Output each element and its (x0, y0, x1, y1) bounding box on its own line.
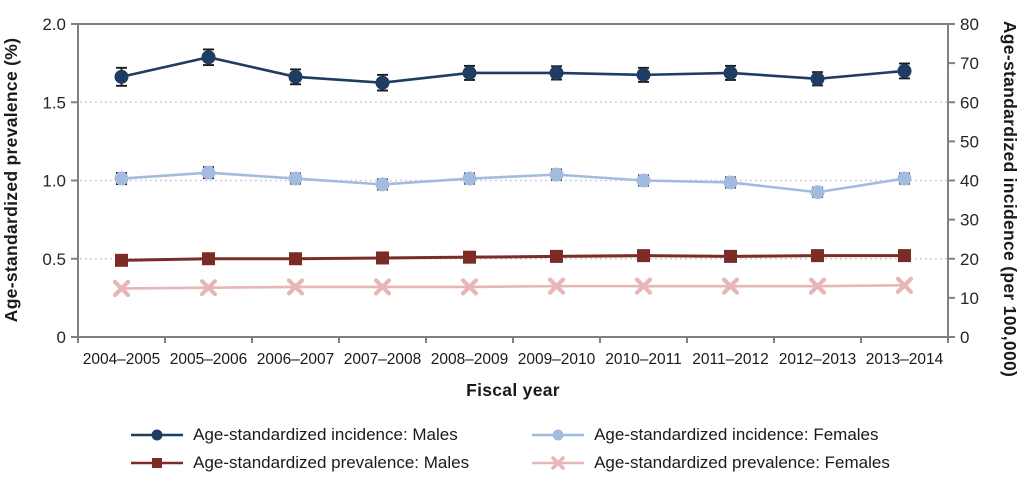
data-point (199, 279, 218, 297)
data-point (462, 65, 477, 80)
series-age-standardized-prevalence-males (115, 249, 911, 267)
series-line (121, 254, 905, 262)
chart-canvas: Age-standardized prevalence (%) Age-stan… (1, 15, 1020, 400)
y-axis-title-right: Age-standardized incidence (per 100,000) (1000, 21, 1020, 377)
x-axis-category-label: 2012–2013 (779, 351, 857, 368)
x-axis-category-label: 2006–2007 (257, 351, 335, 368)
right-axis-tick-label: 20 (960, 250, 979, 269)
data-point (637, 249, 650, 263)
data-point (463, 250, 476, 264)
data-point (636, 173, 651, 188)
legend-marker (552, 429, 564, 441)
x-axis-category-label: 2005–2006 (170, 351, 248, 368)
data-point (811, 249, 824, 263)
right-axis-tick-label: 10 (960, 289, 979, 308)
legend-marker (551, 456, 565, 470)
series-line (121, 55, 905, 84)
legend-item-age-standardized-prevalence-males: Age-standardized prevalence: Males (130, 453, 469, 473)
x-axis-category-label: 2009–2010 (518, 351, 596, 368)
data-point (550, 249, 563, 263)
data-point (375, 177, 390, 192)
data-point (898, 249, 911, 263)
data-point (634, 277, 653, 295)
legend-marker (151, 429, 163, 441)
data-point (462, 171, 477, 186)
data-point (288, 69, 303, 84)
data-point (547, 277, 566, 295)
y-axis-title-left: Age-standardized prevalence (%) (1, 38, 21, 323)
left-axis-tick-label: 0.5 (42, 250, 66, 269)
data-point (724, 249, 737, 263)
legend: Age-standardized incidence: Males Age-sta… (0, 425, 1020, 473)
data-point (115, 253, 128, 267)
x-axis-category-label: 2008–2009 (431, 351, 509, 368)
data-point (202, 252, 215, 266)
left-axis-tick-label: 2.0 (42, 15, 66, 34)
x-axis-category-label: 2004–2005 (83, 351, 161, 368)
data-point (549, 167, 564, 182)
data-point (373, 278, 392, 296)
square-marker-icon (131, 458, 184, 468)
plot-area: 2.0 1.5 1.0 0.5 0 80 70 60 50 40 30 20 10 0 2004–2005 2… (42, 15, 979, 368)
right-axis-tick-label: 50 (960, 132, 979, 151)
right-axis-tick-label: 60 (960, 93, 979, 112)
data-point (376, 251, 389, 265)
legend-marker (152, 458, 163, 468)
left-axis-tick-label: 0 (57, 328, 66, 347)
right-axis-tick-label: 80 (960, 15, 979, 34)
right-axis-tick-label: 30 (960, 211, 979, 230)
data-point (723, 175, 738, 190)
legend-label: Age-standardized incidence: Females (594, 425, 879, 444)
series-line (121, 171, 905, 194)
data-point (810, 71, 825, 86)
data-point (895, 276, 914, 294)
data-point (721, 277, 740, 295)
x-axis-category-label: 2007–2008 (344, 351, 422, 368)
legend-label: Age-standardized prevalence: Males (193, 453, 470, 472)
x-marker-icon (532, 456, 585, 470)
x-axis-title: Fiscal year (466, 380, 560, 400)
data-point (201, 50, 216, 65)
legend-item-age-standardized-incidence-males: Age-standardized incidence: Males (130, 425, 469, 445)
x-axis-category-label: 2010–2011 (605, 351, 681, 368)
circle-marker-icon (532, 429, 585, 441)
legend-label: Age-standardized prevalence: Females (594, 453, 890, 472)
data-point (810, 185, 825, 200)
data-point (897, 171, 912, 186)
data-point (114, 69, 129, 84)
data-point (288, 171, 303, 186)
data-point (460, 278, 479, 296)
data-point (286, 278, 305, 296)
data-point (201, 165, 216, 180)
left-axis-tick-label: 1.0 (42, 172, 66, 191)
series-age-standardized-incidence-males (114, 48, 912, 92)
right-axis-tick-label: 70 (960, 54, 979, 73)
data-point (808, 277, 827, 295)
right-axis-tick-label: 0 (960, 328, 969, 347)
legend-item-age-standardized-prevalence-females: Age-standardized prevalence: Females (531, 453, 890, 473)
data-point (723, 65, 738, 80)
legend-label: Age-standardized incidence: Males (193, 425, 458, 444)
left-axis-tick-label: 1.5 (42, 93, 66, 112)
data-point (636, 67, 651, 82)
series-age-standardized-incidence-females (114, 165, 912, 200)
data-point (549, 65, 564, 80)
series-line (121, 284, 905, 290)
right-axis-tick-label: 40 (960, 172, 979, 191)
series-age-standardized-prevalence-females (112, 276, 914, 298)
legend-item-age-standardized-incidence-females: Age-standardized incidence: Females (531, 425, 890, 445)
data-point (114, 171, 129, 186)
data-point (375, 75, 390, 90)
x-axis-category-label: 2011–2012 (692, 351, 768, 368)
circle-marker-icon (131, 429, 184, 441)
x-axis-category-label: 2013–2014 (866, 351, 944, 368)
data-point (289, 252, 302, 266)
data-point (112, 279, 131, 298)
data-point (897, 63, 912, 78)
